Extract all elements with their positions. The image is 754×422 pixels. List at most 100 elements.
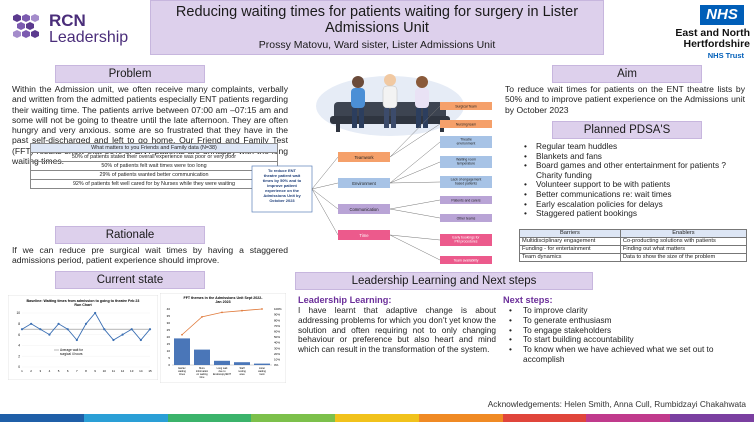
stripe-segment	[0, 414, 84, 422]
secondary-driver-label: Nursing team	[456, 122, 476, 126]
connector	[389, 234, 441, 261]
secondary-driver-box	[440, 120, 492, 128]
connector	[311, 156, 339, 190]
x-tick-label: 9	[94, 369, 96, 373]
connector	[389, 181, 441, 184]
chart-legend: Average wait for surgical 4 hours	[60, 348, 84, 356]
stripe-segment	[251, 414, 336, 422]
list-item: Blankets and fans	[520, 151, 748, 162]
primary-driver-box	[338, 178, 390, 188]
rationale-text: If we can reduce pre surgical wait times…	[12, 245, 288, 266]
enablers-header: Enablers	[619, 229, 748, 238]
primary-driver-label: Time	[359, 233, 369, 238]
list-item: To generate enthusiasm	[505, 315, 745, 326]
aim-text: To reduce wait times for patients on the…	[505, 84, 745, 115]
bar	[194, 349, 210, 365]
secondary-driver-label: Surgical Team	[455, 104, 477, 108]
y-tick-label: 35	[167, 314, 171, 318]
chart-title: Baseline: Waiting times from admission t…	[27, 299, 140, 307]
data-point	[112, 338, 115, 342]
list-item: Board games and other entertainment for …	[520, 160, 748, 180]
stripe-segment	[83, 414, 168, 422]
list-item: To engage stakeholders	[505, 325, 745, 336]
secondary-driver-box	[440, 196, 492, 204]
problem-heading: Problem	[55, 65, 205, 83]
fft-pareto-chart: FFT themes in the Admissions Unit Sept 2…	[160, 293, 286, 383]
x-tick-label: 5	[58, 369, 60, 373]
secondary-driver-label: Other teams	[457, 216, 476, 220]
connector	[389, 208, 441, 219]
stripe-segment	[335, 414, 419, 422]
data-point	[94, 311, 97, 315]
run-chart: Baseline: Waiting times from admission t…	[8, 295, 158, 380]
y-tick-label: 4	[18, 344, 20, 348]
cumulative-point	[201, 315, 203, 318]
data-point	[103, 328, 106, 331]
secondary-driver-box	[440, 214, 492, 222]
list-item: Staggered patient bookings	[520, 209, 748, 219]
rcn-logo-text: RCN	[49, 11, 86, 30]
cumulative-point	[241, 309, 243, 312]
y2-tick-label: 50%	[274, 335, 280, 339]
data-point	[57, 322, 60, 325]
table-cell: Finding out what matters	[619, 245, 748, 254]
connector	[311, 182, 339, 190]
rcn-logo-subtext: Leadership	[49, 29, 129, 46]
fft-table: What matters to you Friends and Family d…	[30, 143, 278, 189]
data-point	[148, 328, 152, 331]
data-point	[48, 333, 51, 336]
data-point	[39, 328, 42, 331]
bar	[234, 362, 250, 365]
rcn-hexagon-logo-icon	[13, 14, 39, 38]
pdsa-heading: Planned PDSA'S	[552, 121, 702, 139]
secondary-driver-box	[440, 136, 492, 148]
y-tick-label: 2	[18, 354, 20, 358]
chart-frame	[160, 293, 286, 383]
barriers-header: Barriers	[519, 229, 621, 238]
pdsa-list: Regular team huddles Blankets and fans B…	[520, 141, 748, 219]
fft-row: 50% of patients stated their overall exp…	[30, 152, 278, 162]
y-tick-label: 20	[167, 335, 171, 339]
data-point	[130, 328, 133, 331]
connector	[389, 161, 441, 184]
list-item: Regular team huddles	[520, 141, 748, 152]
data-point	[75, 338, 78, 342]
cumulative-point	[261, 308, 263, 310]
x-tick-label: 10	[103, 369, 107, 373]
list-item: To know when we have achieved what we se…	[505, 344, 745, 365]
next-steps-title: Next steps:	[503, 295, 553, 305]
cumulative-point	[221, 311, 223, 314]
y2-tick-label: 0%	[274, 363, 279, 367]
y2-tick-label: 40%	[274, 341, 280, 345]
bar	[254, 363, 270, 365]
secondary-driver-box	[440, 176, 492, 188]
secondary-driver-box	[440, 256, 492, 264]
chart-title: FFT themes in the Admissions Unit Sept 2…	[184, 296, 264, 304]
stripe-segment	[418, 414, 503, 422]
leadership-heading: Leadership Learning and Next steps	[295, 272, 593, 290]
primary-driver-box	[338, 152, 390, 162]
x-tick-label: 8	[85, 369, 87, 373]
data-point	[66, 328, 69, 331]
secondary-driver-label: Lack of engagement based patients	[451, 178, 482, 186]
data-point	[84, 322, 88, 325]
driver-diagram: To reduce ENT theatre patient wait times b…	[251, 102, 492, 264]
y-tick-label: 10	[16, 311, 20, 315]
secondary-driver-label: Waiting room temperature	[456, 158, 476, 166]
x-tick-label: Lister waiting room	[258, 367, 266, 376]
x-tick-label: Staff resting area	[238, 367, 246, 376]
x-tick-label: 11	[112, 369, 115, 373]
acknowledgements: Acknowledgements: Helen Smith, Anna Cull…	[487, 399, 746, 409]
connector	[311, 188, 339, 236]
secondary-driver-box	[440, 102, 492, 110]
x-tick-label: Earlier waiting times	[178, 367, 186, 376]
y2-tick-label: 80%	[274, 318, 280, 322]
leadership-learning-title: Leadership Learning:	[298, 295, 392, 305]
list-item: Better communications re: wait times	[520, 189, 748, 200]
table-cell: Co-producting solutions with patients	[619, 237, 748, 246]
table-cell: Team dynamics	[519, 253, 621, 262]
footer-color-stripe	[0, 414, 754, 422]
stripe-segment	[586, 414, 671, 422]
aim-heading: Aim	[552, 65, 702, 83]
x-tick-label: 4	[49, 369, 51, 373]
